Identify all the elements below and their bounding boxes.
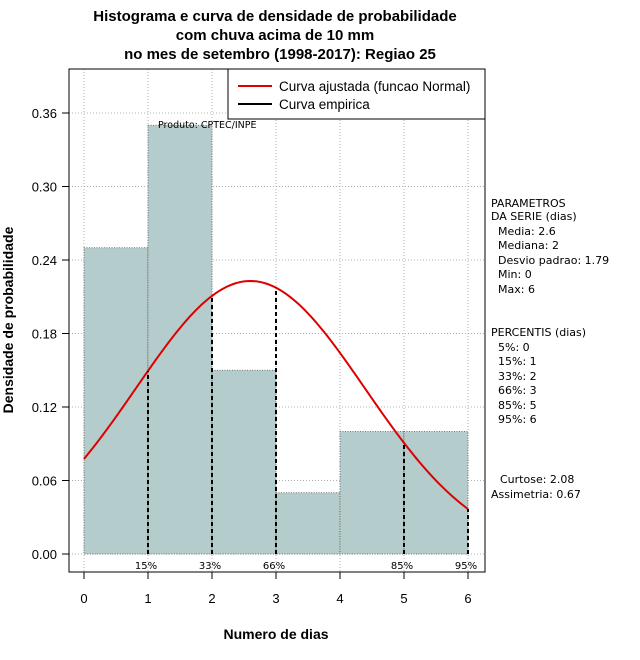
percentil-5: 5%: 0: [498, 341, 530, 354]
x-tick-label-5: 5: [400, 591, 407, 606]
stat-curtose: Curtose: 2.08: [500, 473, 574, 486]
percentil-66: 66%: 3: [498, 384, 537, 397]
legend-fitted-label: Curva ajustada (funcao Normal): [279, 79, 470, 94]
param-mediana: Mediana: 2: [498, 239, 559, 252]
percentil-85: 85%: 5: [498, 399, 537, 412]
y-tick-label-6: 0.36: [32, 106, 57, 121]
percentis-title: PERCENTIS (dias): [491, 326, 586, 339]
chart-title-line-2: com chuva acima de 10 mm: [176, 27, 374, 44]
x-axis-label: Numero de dias: [223, 626, 328, 642]
percentil-95: 95%: 6: [498, 413, 537, 426]
histogram-bar-2: [211, 369, 277, 555]
legend-box: [227, 68, 486, 120]
x-tick-label-3: 3: [272, 591, 279, 606]
parametros-title-1: PARAMETROS: [491, 197, 566, 210]
histogram-bar-0: [83, 247, 149, 555]
chart-title-line-3: no mes de setembro (1998-2017): Regiao 2…: [124, 46, 436, 63]
histogram-bar-5: [403, 431, 469, 555]
percentile-markers: 15% 33% 66% 85% 95%: [135, 287, 477, 572]
histogram-bar-1: [147, 124, 213, 555]
x-tick-label-0: 0: [80, 591, 87, 606]
percentil-33: 33%: 2: [498, 370, 537, 383]
legend-empirical-label: Curva empirica: [279, 97, 370, 112]
percentile-label-4: 95%: [455, 561, 477, 572]
param-max: Max: 6: [498, 283, 535, 296]
side-panel: PARAMETROS DA SERIE (dias) Media: 2.6 Me…: [491, 197, 609, 501]
y-tick-label-1: 0.06: [32, 474, 57, 489]
percentile-label-0: 15%: [135, 561, 157, 572]
y-tick-label-2: 0.12: [32, 400, 57, 415]
chart-title-line-1: Histograma e curva de densidade de proba…: [93, 8, 456, 25]
x-tick-label-2: 2: [208, 591, 215, 606]
stat-assimetria: Assimetria: 0.67: [491, 488, 581, 501]
y-tick-label-3: 0.18: [32, 327, 57, 342]
percentile-label-1: 33%: [199, 561, 221, 572]
percentil-15: 15%: 1: [498, 355, 537, 368]
legend: Curva ajustada (funcao Normal) Curva emp…: [227, 68, 486, 120]
histogram-bars: [83, 124, 469, 555]
param-desvio: Desvio padrao: 1.79: [498, 254, 609, 267]
y-tick-label-4: 0.24: [32, 253, 57, 268]
param-media: Media: 2.6: [498, 225, 556, 238]
y-axis-label: Densidade de probabilidade: [0, 226, 16, 413]
x-tick-label-4: 4: [336, 591, 343, 606]
x-tick-label-6: 6: [464, 591, 471, 606]
parametros-title-2: DA SERIE (dias): [491, 210, 577, 223]
credit-text: Produto: CPTEC/INPE: [158, 120, 257, 131]
y-tick-label-5: 0.30: [32, 180, 57, 195]
x-tick-label-1: 1: [144, 591, 151, 606]
y-tick-label-0: 0.00: [32, 547, 57, 562]
param-min: Min: 0: [498, 268, 532, 281]
percentile-label-3: 85%: [391, 561, 413, 572]
histogram-bar-3: [275, 492, 341, 555]
histogram-bar-4: [339, 431, 405, 555]
axes: 0 1 2 3 4 5 6 0.00 0.06 0.12 0.18 0.24 0.30 0.36: [32, 106, 472, 606]
percentile-label-2: 66%: [263, 561, 285, 572]
